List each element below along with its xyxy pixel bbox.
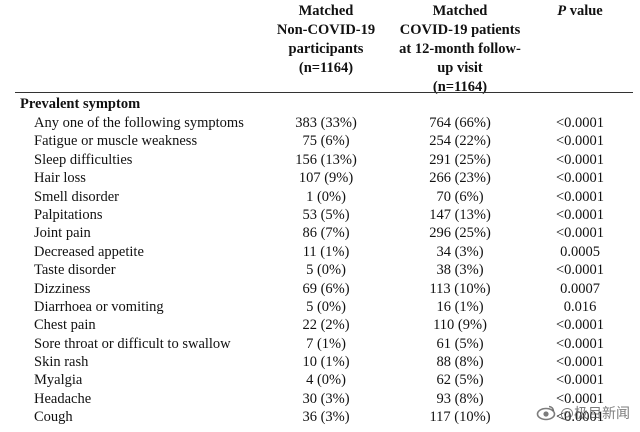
non-covid-value: 36 (3%): [302, 409, 350, 426]
covid-value: 254 (22%): [429, 133, 491, 150]
covid-value: 38 (3%): [436, 262, 484, 279]
table-row: Hair loss 107 (9%) 266 (23%) <0.0001: [0, 169, 640, 187]
header-rule: [15, 92, 633, 93]
symptom-label: Cough: [34, 409, 73, 426]
symptom-label: Myalgia: [34, 372, 83, 389]
symptom-label: Hair loss: [34, 170, 86, 187]
weibo-eye-icon: [536, 403, 556, 423]
table-row: Skin rash 10 (1%) 88 (8%) <0.0001: [0, 353, 640, 371]
covid-value: 61 (5%): [436, 335, 484, 352]
table-body: Any one of the following symptoms 383 (33…: [0, 114, 640, 427]
table-row: Decreased appetite 11 (1%) 34 (3%) 0.0005: [0, 243, 640, 261]
non-covid-value: 107 (9%): [298, 170, 354, 187]
p-value: <0.0001: [555, 335, 605, 352]
non-covid-value: 69 (6%): [302, 280, 350, 297]
non-covid-value: 53 (5%): [302, 206, 350, 223]
covid-value: 88 (8%): [436, 354, 484, 371]
symptom-label: Smell disorder: [34, 188, 119, 205]
covid-value: 93 (8%): [436, 390, 484, 407]
header-p-value: P value: [530, 2, 630, 21]
non-covid-value: 30 (3%): [302, 390, 350, 407]
non-covid-value: 5 (0%): [306, 298, 346, 315]
section-title: Prevalent symptom: [20, 96, 141, 112]
table-row: Headache 30 (3%) 93 (8%) <0.0001: [0, 390, 640, 408]
header-value-word: value: [566, 3, 603, 19]
symptom-label: Chest pain: [34, 317, 96, 334]
covid-value: 117 (10%): [429, 409, 491, 426]
p-value: <0.0001: [555, 262, 605, 279]
symptom-label: Headache: [34, 390, 92, 407]
symptom-label: Skin rash: [34, 354, 89, 371]
covid-value: 34 (3%): [436, 243, 484, 260]
non-covid-value: 4 (0%): [306, 372, 346, 389]
p-value: <0.0001: [555, 225, 605, 242]
p-value: <0.0001: [555, 151, 605, 168]
non-covid-value: 1 (0%): [306, 188, 346, 205]
non-covid-value: 22 (2%): [302, 317, 350, 334]
table-header: Matched Non-COVID-19 participants (n=116…: [0, 0, 640, 95]
table-row: Palpitations 53 (5%) 147 (13%) <0.0001: [0, 206, 640, 224]
table-row: Taste disorder 5 (0%) 38 (3%) <0.0001: [0, 261, 640, 279]
covid-value: 62 (5%): [436, 372, 484, 389]
p-value: <0.0001: [555, 170, 605, 187]
non-covid-value: 11 (1%): [302, 243, 350, 260]
p-value: <0.0001: [555, 390, 605, 407]
covid-value: 296 (25%): [429, 225, 491, 242]
non-covid-value: 7 (1%): [306, 335, 346, 352]
table-row: Cough 36 (3%) 117 (10%) <0.0001: [0, 408, 640, 426]
symptom-label: Joint pain: [34, 225, 91, 242]
covid-value: 291 (25%): [429, 151, 491, 168]
covid-value: 764 (66%): [429, 115, 491, 131]
p-value: <0.0001: [555, 317, 605, 334]
symptom-label: Sleep difficulties: [34, 151, 133, 168]
p-value: <0.0001: [555, 372, 605, 389]
header-non-covid: Matched Non-COVID-19 participants (n=116…: [276, 3, 376, 76]
covid-value: 147 (13%): [429, 206, 491, 223]
p-value: <0.0001: [555, 354, 605, 371]
p-value: 0.0007: [560, 280, 600, 297]
covid-value: 110 (9%): [433, 317, 487, 334]
table-row: Joint pain 86 (7%) 296 (25%) <0.0001: [0, 224, 640, 242]
non-covid-value: 75 (6%): [302, 133, 350, 150]
p-value: <0.0001: [555, 133, 605, 150]
p-value: <0.0001: [555, 115, 605, 131]
covid-value: 113 (10%): [429, 280, 491, 297]
p-value: 0.016: [563, 298, 597, 315]
symptom-label: Any one of the following symptoms: [34, 115, 244, 131]
table-row: Sore throat or difficult to swallow 7 (1%…: [0, 335, 640, 353]
p-value: <0.0001: [555, 409, 605, 426]
non-covid-value: 10 (1%): [302, 354, 350, 371]
watermark: @极目新闻: [536, 402, 630, 424]
non-covid-value: 383 (33%): [295, 115, 357, 131]
table-row: Sleep difficulties 156 (13%) 291 (25%) <0.0…: [0, 151, 640, 169]
header-p-letter: P: [557, 3, 567, 19]
table-row: Chest pain 22 (2%) 110 (9%) <0.0001: [0, 316, 640, 334]
watermark-text: @极目新闻: [560, 406, 630, 422]
symptom-label: Sore throat or difficult to swallow: [34, 335, 231, 352]
table-row: Diarrhoea or vomiting 5 (0%) 16 (1%) 0.016: [0, 298, 640, 316]
table-row: Any one of the following symptoms 383 (33…: [0, 114, 640, 132]
non-covid-value: 5 (0%): [306, 262, 346, 279]
covid-value: 266 (23%): [429, 170, 491, 187]
covid-value: 70 (6%): [436, 188, 484, 205]
symptom-label: Palpitations: [34, 206, 103, 223]
non-covid-value: 86 (7%): [302, 225, 350, 242]
symptom-label: Diarrhoea or vomiting: [34, 298, 164, 315]
symptom-label: Fatigue or muscle weakness: [34, 133, 198, 150]
symptom-label: Taste disorder: [34, 262, 116, 279]
table-row: Fatigue or muscle weakness 75 (6%) 254 (22…: [0, 132, 640, 150]
table-row: Dizziness 69 (6%) 113 (10%) 0.0007: [0, 280, 640, 298]
p-value: 0.0005: [560, 243, 600, 260]
p-value: <0.0001: [555, 188, 605, 205]
table-row: Smell disorder 1 (0%) 70 (6%) <0.0001: [0, 188, 640, 206]
covid-value: 16 (1%): [436, 298, 484, 315]
symptom-label: Decreased appetite: [34, 243, 144, 260]
table-row: Myalgia 4 (0%) 62 (5%) <0.0001: [0, 371, 640, 389]
header-covid: Matched COVID-19 patients at 12-month fo…: [399, 3, 521, 95]
non-covid-value: 156 (13%): [295, 151, 357, 168]
symptom-label: Dizziness: [34, 280, 91, 297]
p-value: <0.0001: [555, 206, 605, 223]
